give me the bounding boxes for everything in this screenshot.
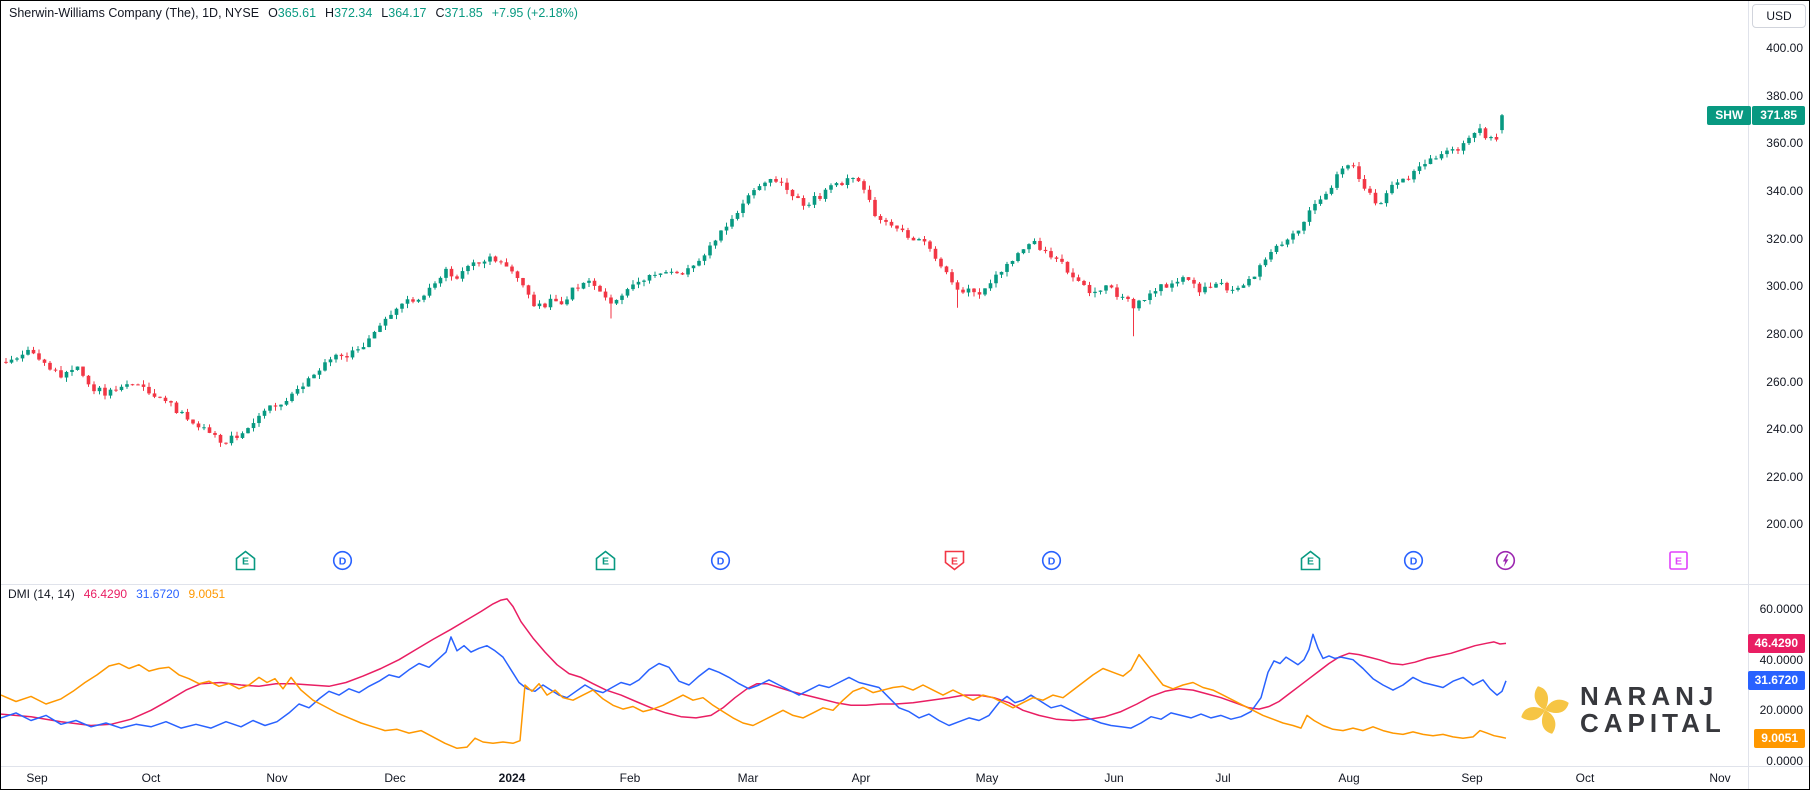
dmi-pane xyxy=(1,598,1507,750)
earnings-marker[interactable]: E xyxy=(235,550,256,571)
indicator-tick-label: 0.0000 xyxy=(1766,754,1803,768)
candlestick-pane xyxy=(4,114,1504,447)
time-axis-label: 2024 xyxy=(498,771,526,785)
time-axis[interactable]: Sep Oct Nov Dec 2024 Feb Mar Apr May Jun Jul Aug Sep… xyxy=(1,767,1809,789)
plus-di-legend-value: 31.6720 xyxy=(136,587,180,601)
dividend-marker[interactable]: D xyxy=(332,550,353,571)
time-axis-label: Jun xyxy=(1104,771,1124,785)
time-axis-label: May xyxy=(975,771,999,785)
indicator-title[interactable]: DMI (14, 14) xyxy=(8,587,75,601)
dmi-line-+DI xyxy=(1,633,1507,729)
price-axis-border xyxy=(1748,1,1749,789)
earnings-marker[interactable]: E xyxy=(595,550,616,571)
naranj-flower-icon xyxy=(1521,685,1569,734)
time-axis-label: Sep xyxy=(1461,771,1483,785)
time-axis-label: Mar xyxy=(737,771,759,785)
time-axis-label: Oct xyxy=(141,771,161,785)
dividend-marker[interactable]: D xyxy=(710,550,731,571)
time-axis-label: Jul xyxy=(1215,771,1231,785)
minus-di-legend-value: 9.0051 xyxy=(188,587,226,601)
price-tick-label: 320.00 xyxy=(1766,231,1803,246)
currency-button[interactable]: USD xyxy=(1752,4,1806,28)
dmi-line-ADX xyxy=(1,598,1507,727)
svg-text:E: E xyxy=(601,556,608,568)
price-axis[interactable]: USD 400.00 380.00 360.00 340.00 320.00 300.00… xyxy=(1707,1,1809,789)
plus-di-value-badge: 31.6720 xyxy=(1747,671,1805,691)
indicator-tick-label: 60.0000 xyxy=(1759,602,1803,616)
price-tick-label: 200.00 xyxy=(1766,517,1803,532)
adx-value-badge: 46.4290 xyxy=(1747,633,1805,653)
earnings-marker[interactable]: E xyxy=(944,550,965,571)
price-tick-label: 280.00 xyxy=(1766,326,1803,341)
ohlc-high: H372.34 xyxy=(325,6,373,20)
ohlc-low: L364.17 xyxy=(381,6,427,20)
symbol-title[interactable]: Sherwin-Williams Company (The), 1D, NYSE xyxy=(9,6,260,20)
ohlc-open: O365.61 xyxy=(268,6,317,20)
time-axis-label: Nov xyxy=(1709,771,1731,785)
time-axis-label: Feb xyxy=(619,771,641,785)
dividend-marker[interactable]: D xyxy=(1041,550,1062,571)
time-axis-border xyxy=(1,766,1809,767)
last-price-badge-value: 371.85 xyxy=(1752,105,1805,125)
adx-legend-value: 46.4290 xyxy=(83,587,128,601)
time-axis-label: Sep xyxy=(26,771,48,785)
svg-text:E: E xyxy=(1306,556,1313,568)
price-tick-label: 260.00 xyxy=(1766,374,1803,389)
watermark-line1: NARANJ xyxy=(1580,681,1719,711)
last-price-badge: SHW 371.85 xyxy=(1707,105,1805,125)
minus-di-value-badge: 9.0051 xyxy=(1754,728,1805,748)
time-axis-label: Nov xyxy=(266,771,288,785)
change-value: +7.95 (+2.18%) xyxy=(491,6,578,20)
time-axis-label: Oct xyxy=(1575,771,1595,785)
flash-event-marker[interactable] xyxy=(1495,550,1516,571)
svg-text:E: E xyxy=(241,556,248,568)
watermark-logo: NARANJ CAPITAL xyxy=(1521,683,1726,736)
price-tick-label: 220.00 xyxy=(1766,469,1803,484)
svg-text:D: D xyxy=(1047,556,1055,568)
price-tick-label: 380.00 xyxy=(1766,88,1803,103)
price-tick-label: 400.00 xyxy=(1766,41,1803,56)
last-price-badge-symbol: SHW xyxy=(1707,105,1752,125)
time-axis-label: Aug xyxy=(1338,771,1360,785)
svg-text:D: D xyxy=(716,556,724,568)
earnings-marker[interactable]: E xyxy=(1300,550,1321,571)
indicator-tick-label: 40.0000 xyxy=(1759,652,1803,667)
watermark-line2: CAPITAL xyxy=(1580,707,1726,738)
price-tick-label: 240.00 xyxy=(1766,422,1803,437)
pane-divider[interactable] xyxy=(1,584,1809,585)
price-tick-label: 340.00 xyxy=(1766,184,1803,199)
svg-text:D: D xyxy=(338,556,346,568)
svg-text:E: E xyxy=(1674,556,1681,568)
dmi-line--DI xyxy=(1,653,1507,750)
svg-text:D: D xyxy=(1409,556,1417,568)
indicator-tick-label: 20.0000 xyxy=(1759,703,1803,718)
dividend-marker[interactable]: D xyxy=(1403,550,1424,571)
time-axis-label: Dec xyxy=(384,771,406,785)
upcoming-earnings-marker[interactable]: E xyxy=(1668,550,1689,571)
price-tick-label: 360.00 xyxy=(1766,136,1803,151)
price-tick-label: 300.00 xyxy=(1766,279,1803,294)
time-axis-label: Apr xyxy=(851,771,871,785)
svg-text:E: E xyxy=(950,556,957,568)
ohlc-close: C371.85 xyxy=(435,6,483,20)
